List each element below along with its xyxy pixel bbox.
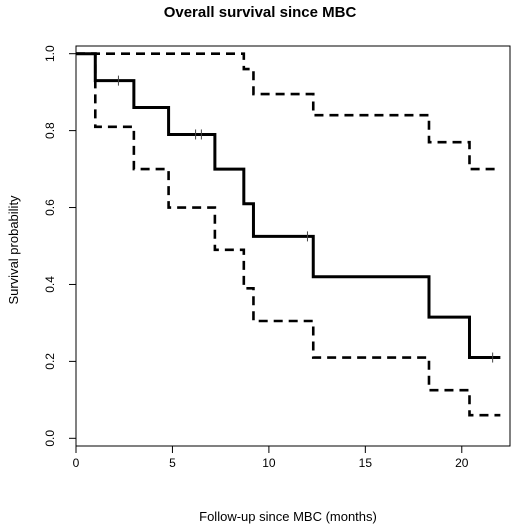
y-axis: 0.0 0.2 0.4 0.6 0.8 1.0 [43, 45, 76, 447]
y-tick-label: 0.2 [43, 353, 57, 370]
chart-title: Overall survival since MBC [163, 4, 357, 21]
survival-curve [76, 52, 501, 360]
x-axis: 0 5 10 15 20 [73, 446, 469, 470]
x-tick-label: 5 [169, 456, 176, 470]
x-tick-label: 20 [455, 456, 469, 470]
y-tick-label: 0.0 [43, 430, 57, 447]
x-axis-title: Follow-up since MBC (months) [199, 509, 377, 524]
confidence-band-curve [76, 52, 501, 171]
y-axis-title: Survival probability [6, 195, 21, 305]
x-tick-label: 0 [73, 456, 80, 470]
y-tick-label: 0.6 [43, 199, 57, 216]
x-tick-label: 10 [262, 456, 276, 470]
y-tick-label: 0.4 [43, 276, 57, 293]
y-tick-label: 0.8 [43, 122, 57, 139]
confidence-band-curve [76, 52, 501, 417]
y-tick-label: 1.0 [43, 45, 57, 62]
x-tick-label: 15 [359, 456, 373, 470]
curves [76, 52, 501, 417]
plot-frame [75, 45, 511, 447]
